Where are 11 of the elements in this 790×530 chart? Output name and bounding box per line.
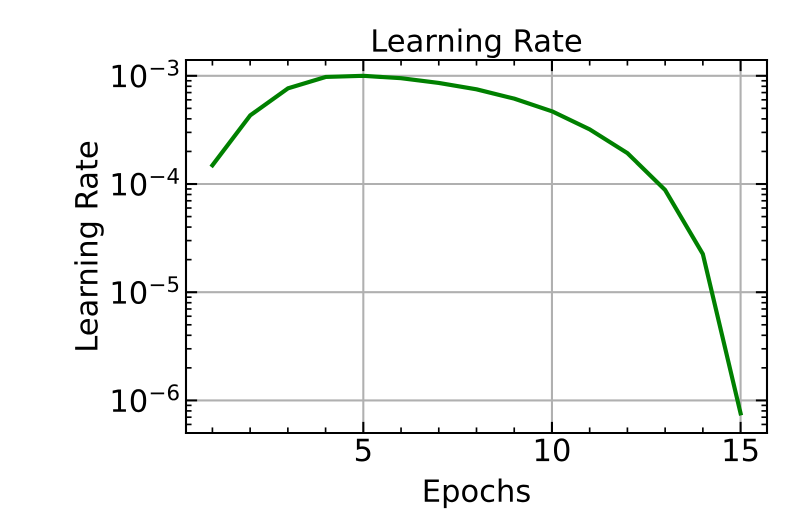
x-axis-title: Epochs: [424, 478, 530, 508]
y-tick-label: 10$^{−4}$: [112, 168, 179, 196]
chart-title: Learning Rate: [373, 28, 582, 58]
y-tick-label: 10$^{−6}$: [112, 384, 179, 412]
line-series: [210, 74, 743, 416]
x-tick-label: 5: [356, 438, 370, 462]
y-tick-label: 10$^{−5}$: [112, 276, 178, 304]
x-tick-label: 15: [724, 438, 758, 462]
x-tick-label: 10: [536, 438, 570, 462]
y-tick-label: 10$^{−3}$: [112, 60, 178, 88]
y-axis-title: Learning Rate: [74, 142, 104, 350]
